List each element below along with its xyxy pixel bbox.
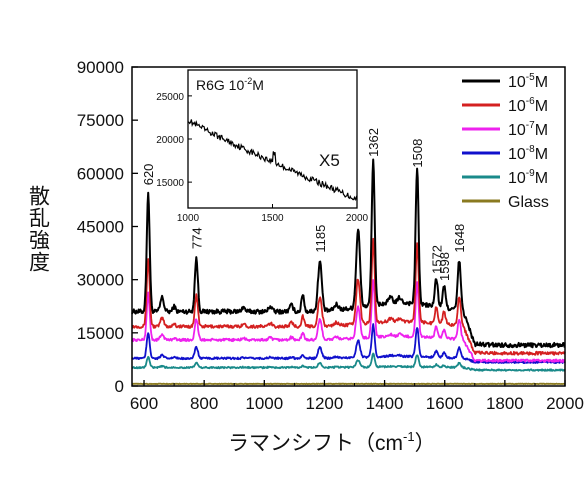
inset-spectrum-line xyxy=(188,119,358,202)
y-axis-title: 散乱強度 xyxy=(27,185,51,273)
spectrum-line xyxy=(131,352,566,372)
peak-label: 774 xyxy=(189,227,204,249)
spectrum-line xyxy=(131,237,566,356)
legend-item: Glass xyxy=(462,194,549,211)
legend-label: 10-7M xyxy=(508,120,548,139)
x-axis-title-text: ラマンシフト（cm-1） xyxy=(228,429,436,455)
legend-item: 10-8M xyxy=(462,144,548,163)
legend-label: Glass xyxy=(508,194,549,211)
y-tick-label: 45000 xyxy=(77,218,124,237)
inset-y-tick-label: 15000 xyxy=(156,178,184,189)
legend-item: 10-5M xyxy=(462,72,548,91)
inset-title-main: R6G 10 xyxy=(196,77,244,93)
x-tick-label: 2000 xyxy=(546,394,584,413)
peak-label: 1362 xyxy=(366,128,381,157)
peak-label: 1508 xyxy=(410,139,425,168)
inset-title-exp: -2 xyxy=(244,76,252,86)
peak-label: 1648 xyxy=(452,224,467,253)
legend-label-base: 10 xyxy=(508,98,526,115)
y-axis-title-text: 散乱強度 xyxy=(27,185,51,273)
legend-label: 10-9M xyxy=(508,168,548,187)
legend-label-base: 10 xyxy=(508,146,526,163)
inset-y-tick-label: 25000 xyxy=(156,92,184,103)
peak-label: 1572 xyxy=(429,245,444,274)
legend-label-exp: -6 xyxy=(526,96,535,107)
x-tick-label: 800 xyxy=(190,394,218,413)
legend-label-unit: M xyxy=(535,122,548,139)
legend-label: 10-8M xyxy=(508,144,548,163)
legend-label: 10-6M xyxy=(508,96,548,115)
y-tick-label: 90000 xyxy=(77,58,124,77)
peak-label: 1185 xyxy=(313,225,328,253)
legend-label-base: 10 xyxy=(508,74,526,91)
x-axis-title: ラマンシフト（cm-1） xyxy=(228,429,436,455)
x-axis-title-main: ラマンシフト（cm xyxy=(228,432,403,455)
inset-frame xyxy=(187,69,358,209)
legend-label-exp: -9 xyxy=(526,168,535,179)
legend-label-unit: M xyxy=(535,74,548,91)
inset-multiplier: X5 xyxy=(319,151,340,170)
legend-item: 10-7M xyxy=(462,120,548,139)
x-tick-label: 600 xyxy=(130,394,158,413)
inset-y-tick-label: 20000 xyxy=(156,135,184,146)
legend-label-unit: M xyxy=(535,98,548,115)
x-axis-title-sup: -1 xyxy=(403,429,415,444)
spectrum-line xyxy=(131,279,566,363)
spectra-group xyxy=(131,158,566,385)
legend-label-unit: M xyxy=(535,170,548,187)
inset-title: R6G 10-2M xyxy=(196,76,264,93)
y-tick-label: 30000 xyxy=(77,271,124,290)
inset-plot: 1000 1500 2000 15000 20000 25000 R6G 10-2M X5 xyxy=(156,69,369,224)
y-tick-label: 15000 xyxy=(77,324,124,343)
inset-x-tick-label: 1000 xyxy=(177,213,200,224)
spectrum-line xyxy=(131,323,566,364)
legend-item: 10-9M xyxy=(462,168,548,187)
inset-x-tick-label: 1500 xyxy=(261,213,284,224)
legend-label-base: 10 xyxy=(508,122,526,139)
legend-label: 10-5M xyxy=(508,72,548,91)
x-tick-label: 1600 xyxy=(426,394,464,413)
x-tick-label: 1800 xyxy=(486,394,524,413)
legend-label-exp: -7 xyxy=(526,120,535,131)
y-tick-label: 60000 xyxy=(77,164,124,183)
inset-x-tick-label: 2000 xyxy=(346,213,369,224)
spectrum-line xyxy=(131,158,566,349)
inset-title-unit: M xyxy=(252,77,264,93)
peak-label: 1598 xyxy=(437,252,452,281)
x-tick-label: 1200 xyxy=(306,394,344,413)
legend-label-base: 10 xyxy=(508,170,526,187)
peak-label: 620 xyxy=(141,164,156,186)
legend-item: 10-6M xyxy=(462,96,548,115)
legend-label-unit: M xyxy=(535,146,548,163)
legend-label-exp: -8 xyxy=(526,144,535,155)
axes-group: 600 800 1000 1200 1400 1600 1800 20000150003000… xyxy=(77,58,584,413)
spectrum-line xyxy=(131,382,566,385)
x-tick-label: 1000 xyxy=(245,394,283,413)
x-tick-label: 1400 xyxy=(366,394,404,413)
legend-label-exp: -5 xyxy=(526,72,535,83)
y-tick-label: 75000 xyxy=(77,111,124,130)
x-axis-title-close: ） xyxy=(415,432,436,455)
y-tick-label: 0 xyxy=(115,377,124,396)
legend-label-base: Glass xyxy=(508,194,549,211)
